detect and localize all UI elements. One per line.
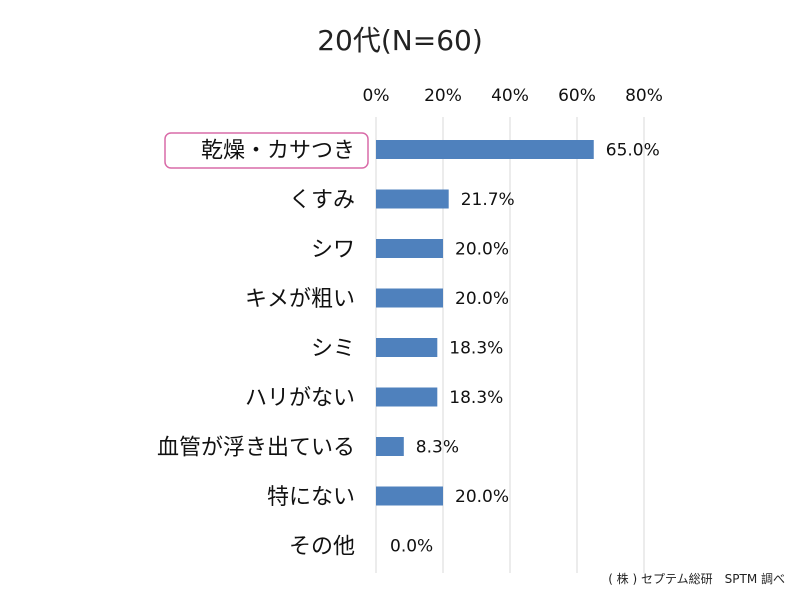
- category-label: くすみ: [289, 188, 355, 213]
- bar: [376, 288, 443, 308]
- x-tick-label: 40%: [491, 86, 529, 106]
- x-tick-label: 80%: [625, 86, 663, 106]
- value-label: 18.3%: [449, 388, 503, 408]
- category-label: キメが粗い: [245, 287, 355, 312]
- value-label: 8.3%: [416, 438, 459, 458]
- value-label: 20.0%: [455, 289, 509, 309]
- bar: [376, 239, 443, 258]
- category-label: その他: [289, 535, 355, 560]
- category-label: 血管が浮き出ている: [157, 436, 355, 461]
- value-label: 0.0%: [390, 537, 433, 557]
- x-tick-label: 0%: [363, 86, 390, 106]
- category-label: 乾燥・カサつき: [201, 139, 355, 164]
- bar: [376, 387, 438, 407]
- bar: [376, 437, 404, 456]
- chart-title: 20代(N=60): [317, 24, 483, 57]
- category-label: ハリがない: [245, 386, 355, 411]
- bar: [376, 338, 438, 357]
- x-tick-label: 60%: [558, 86, 596, 106]
- source-note: ( 株 ) セプテム総研 SPTM 調べ: [608, 571, 785, 586]
- x-axis-ticks: 0% 20% 40% 60% 80%: [363, 86, 663, 106]
- highlight-box: [164, 132, 369, 169]
- x-tick-label: 20%: [424, 86, 462, 106]
- value-label: 18.3%: [449, 339, 503, 359]
- value-label: 20.0%: [455, 240, 509, 260]
- bar: [376, 486, 443, 506]
- value-label: 21.7%: [461, 190, 515, 210]
- value-label: 20.0%: [455, 487, 509, 507]
- category-label: 特にない: [267, 485, 355, 510]
- category-label: シワ: [311, 238, 355, 263]
- bars: [376, 140, 594, 506]
- category-label: シミ: [311, 337, 355, 362]
- value-labels: 65.0% 21.7% 20.0% 20.0% 18.3% 18.3% 8.3% 20.0% 0…: [390, 141, 660, 557]
- value-label: 65.0%: [606, 141, 660, 161]
- bar: [376, 189, 449, 209]
- bar: [376, 140, 594, 159]
